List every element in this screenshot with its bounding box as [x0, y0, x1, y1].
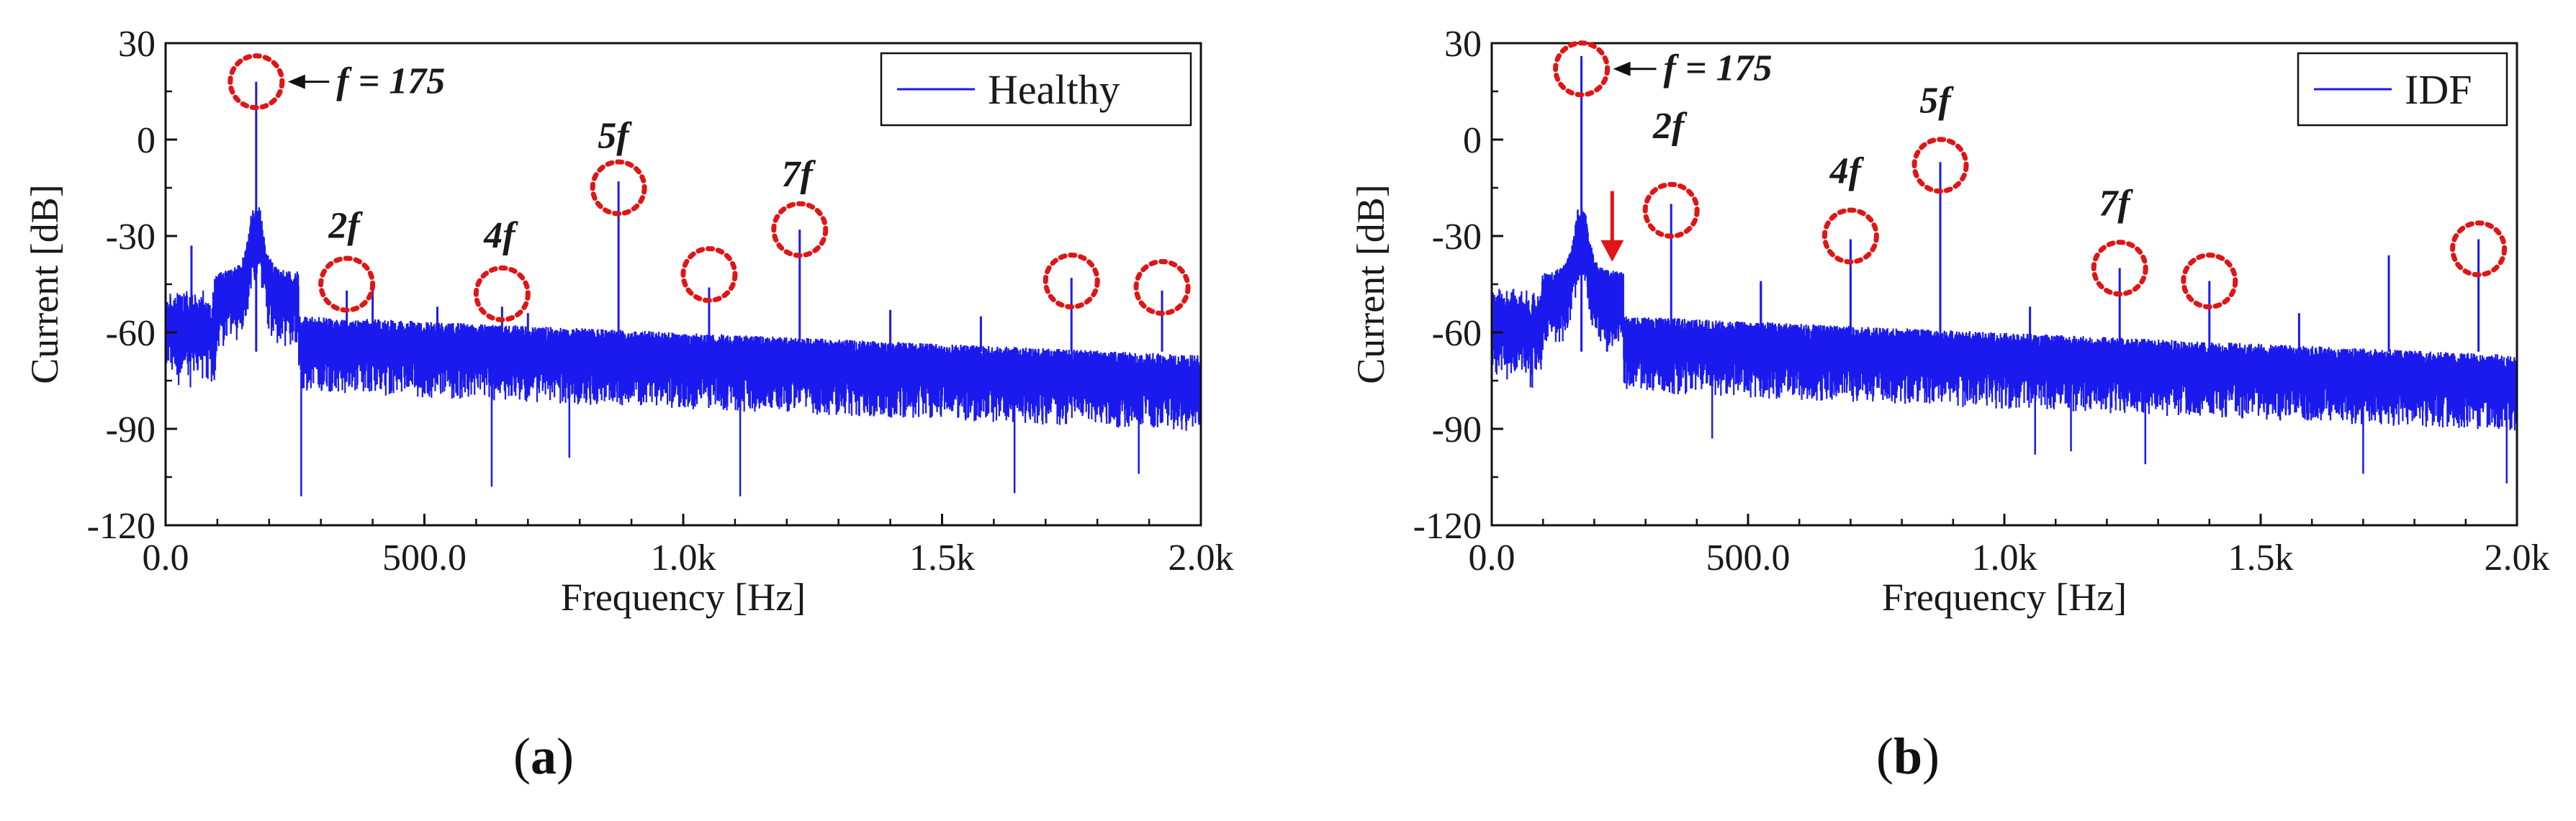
harmonic-circle-5 [2181, 253, 2238, 310]
x-tick-label: 1.0k [651, 537, 716, 579]
annotation-4: 7f [782, 154, 816, 195]
spectrum-trace [164, 207, 1202, 431]
annotation-3: 5f [598, 116, 632, 157]
y-tick-label: -60 [1432, 313, 1482, 354]
y-axis-label: Current [dB] [23, 184, 66, 384]
y-tick-label: -60 [106, 313, 156, 354]
y-tick-label: -30 [106, 217, 156, 258]
y-tick-label: -120 [87, 506, 156, 547]
y-tick-label: -120 [1413, 506, 1482, 547]
harmonic-circle-6 [2450, 220, 2508, 278]
caption-letter-b: b [1893, 727, 1923, 785]
x-axis-label: Frequency [Hz] [1882, 576, 2127, 619]
annotation-2: 4f [483, 215, 518, 256]
y-axis-label: Current [dB] [1349, 184, 1392, 384]
caption-letter-a: a [531, 727, 557, 785]
harmonic-circle-1 [318, 255, 376, 313]
x-tick-label: 0.0 [1469, 537, 1516, 579]
annotation-arrow-head [287, 74, 305, 89]
harmonic-circle-3 [590, 159, 647, 217]
x-tick-label: 1.5k [909, 537, 975, 579]
x-tick-label: 500.0 [1706, 537, 1791, 579]
y-tick-label: 30 [118, 24, 156, 65]
x-tick-label: 2.0k [2485, 537, 2550, 579]
harmonic-circle-1 [1642, 181, 1700, 239]
harmonic-circle-5 [771, 201, 829, 258]
harmonic-circle-3 [1911, 137, 1969, 194]
harmonic-circle-2 [1821, 207, 1879, 265]
x-axis-label: Frequency [Hz] [561, 576, 806, 619]
caption-b: (b) [1875, 727, 1940, 785]
annotation-1: 2f [328, 206, 363, 247]
harmonic-circle-2 [473, 265, 531, 322]
harmonic-circle-0 [1553, 40, 1611, 98]
x-tick-label: 1.0k [1972, 537, 2037, 579]
y-tick-label: -30 [1432, 217, 1482, 258]
legend-label: IDF [2405, 66, 2472, 113]
x-tick-label: 2.0k [1168, 537, 1234, 579]
annotation-1: 2f [1652, 106, 1688, 147]
harmonic-circle-0 [228, 53, 285, 111]
annotation-4: 7f [2099, 183, 2133, 224]
harmonic-circle-6 [1042, 253, 1100, 310]
annotation-arrow-head [1613, 61, 1631, 76]
x-tick-label: 500.0 [382, 537, 467, 579]
x-tick-label: 1.5k [2228, 537, 2294, 579]
annotation-2: 4f [1829, 151, 1865, 192]
annotation-0: f = 175 [1664, 48, 1773, 89]
legend-label: Healthy [988, 66, 1120, 113]
harmonic-circle-7 [1133, 258, 1191, 316]
y-tick-label: -90 [106, 409, 156, 450]
fault-arrow-head [1600, 240, 1624, 262]
annotation-3: 5f [1919, 80, 1954, 121]
y-tick-label: 30 [1444, 24, 1482, 65]
y-tick-label: 0 [1463, 120, 1482, 161]
caption-a: (a) [513, 727, 574, 785]
y-tick-label: -90 [1432, 409, 1482, 450]
annotation-0: f = 175 [336, 61, 445, 102]
x-tick-label: 0.0 [143, 537, 189, 579]
y-tick-label: 0 [137, 120, 156, 161]
harmonic-circle-4 [2091, 240, 2148, 297]
harmonic-circle-4 [680, 246, 738, 304]
